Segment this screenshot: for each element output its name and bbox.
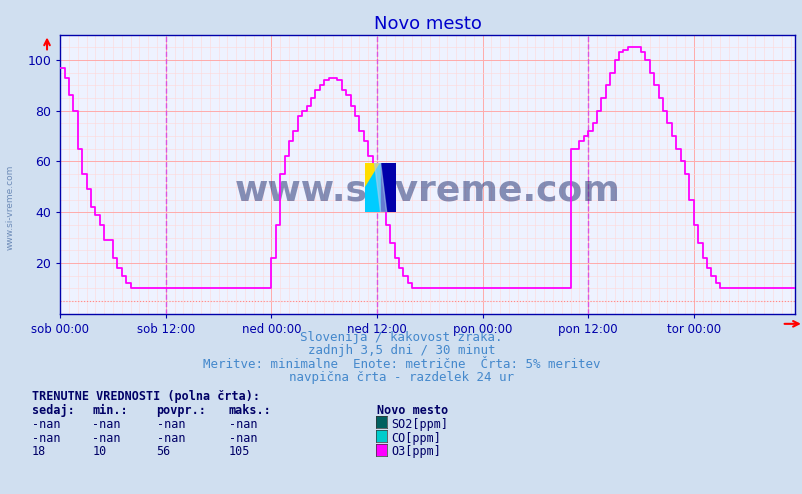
- Text: www.si-vreme.com: www.si-vreme.com: [234, 174, 620, 208]
- Text: -nan: -nan: [229, 432, 257, 445]
- Polygon shape: [380, 163, 395, 212]
- Polygon shape: [374, 163, 387, 212]
- Text: maks.:: maks.:: [229, 404, 271, 417]
- Text: navpična črta - razdelek 24 ur: navpična črta - razdelek 24 ur: [289, 371, 513, 384]
- Polygon shape: [365, 163, 380, 212]
- Text: -nan: -nan: [32, 418, 60, 431]
- Text: -nan: -nan: [32, 432, 60, 445]
- Title: Novo mesto: Novo mesto: [373, 15, 481, 33]
- Text: min.:: min.:: [92, 404, 128, 417]
- Text: -nan: -nan: [92, 432, 120, 445]
- Text: 18: 18: [32, 446, 47, 458]
- Text: -nan: -nan: [229, 418, 257, 431]
- Text: Slovenija / kakovost zraka.: Slovenija / kakovost zraka.: [300, 331, 502, 344]
- Text: SO2[ppm]: SO2[ppm]: [391, 418, 448, 431]
- Text: O3[ppm]: O3[ppm]: [391, 446, 440, 458]
- Text: CO[ppm]: CO[ppm]: [391, 432, 440, 445]
- Polygon shape: [365, 163, 380, 188]
- Text: Novo mesto: Novo mesto: [377, 404, 448, 417]
- Text: Meritve: minimalne  Enote: metrične  Črta: 5% meritev: Meritve: minimalne Enote: metrične Črta:…: [202, 358, 600, 370]
- Text: www.si-vreme.com: www.si-vreme.com: [6, 165, 15, 250]
- Text: povpr.:: povpr.:: [156, 404, 206, 417]
- Text: sedaj:: sedaj:: [32, 404, 75, 417]
- Text: zadnjh 3,5 dni / 30 minut: zadnjh 3,5 dni / 30 minut: [307, 344, 495, 357]
- Text: 105: 105: [229, 446, 250, 458]
- Text: -nan: -nan: [156, 432, 184, 445]
- Text: TRENUTNE VREDNOSTI (polna črta):: TRENUTNE VREDNOSTI (polna črta):: [32, 390, 260, 403]
- Text: 56: 56: [156, 446, 171, 458]
- Text: 10: 10: [92, 446, 107, 458]
- Text: -nan: -nan: [92, 418, 120, 431]
- Text: -nan: -nan: [156, 418, 184, 431]
